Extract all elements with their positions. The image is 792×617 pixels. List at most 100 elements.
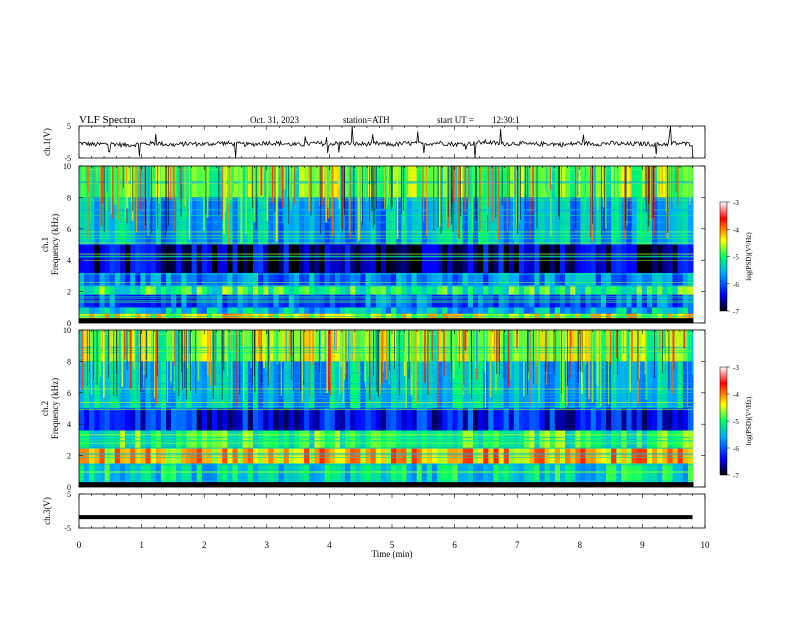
- spectrogram-cell: [426, 361, 433, 409]
- spectrogram-cell: [503, 313, 510, 319]
- spectrogram-cell: [186, 307, 192, 314]
- spectrogram-cell: [196, 272, 203, 286]
- spectrogram-cell: [411, 272, 418, 286]
- spectrogram-cell: [652, 313, 658, 319]
- spectrogram-cell: [171, 272, 177, 286]
- spectrogram-cell: [94, 408, 100, 431]
- spectrogram-cell: [140, 285, 146, 295]
- spectrogram-cell: [447, 307, 453, 314]
- spectrogram-cell: [171, 244, 177, 273]
- spectrogram-cell: [253, 430, 259, 448]
- spectrogram-cell: [508, 285, 515, 295]
- spectrogram-cell: [119, 313, 126, 319]
- spectrogram-cell: [513, 244, 520, 273]
- spectrogram-cell: [616, 408, 622, 431]
- spectrogram-cell: [657, 313, 663, 319]
- spectrogram-cell: [314, 408, 320, 431]
- spectrogram-cell: [268, 285, 274, 295]
- spectrogram-cell: [99, 307, 106, 314]
- spectrogram-cell: [432, 430, 438, 448]
- spectrogram-cell: [539, 285, 546, 295]
- spectrogram-cell: [217, 330, 223, 362]
- spectrogram-cell: [150, 313, 157, 319]
- spectrogram-cell: [606, 244, 612, 273]
- spectrogram-cell: [293, 197, 300, 245]
- spectrogram-cell: [534, 430, 540, 448]
- spectrogram-cell: [677, 272, 684, 286]
- spectrogram-cell: [237, 244, 244, 273]
- spectrogram-cell: [631, 244, 638, 273]
- spectrogram-cell: [396, 313, 402, 319]
- spectrogram-cell: [600, 430, 607, 448]
- spectrogram-cell: [483, 272, 489, 286]
- spectrogram-cell: [109, 447, 116, 464]
- colorbar-scale: [719, 366, 728, 476]
- spectrogram-cell: [529, 244, 535, 273]
- spectrogram-cell: [370, 361, 377, 409]
- spectrogram-cell: [283, 313, 290, 319]
- spectrogram-cell: [549, 408, 556, 431]
- spectrogram-cell: [247, 272, 254, 286]
- spectrogram-cell: [600, 285, 607, 295]
- spectrogram-cell: [145, 272, 152, 286]
- spectrogram-cell: [595, 285, 602, 295]
- spectrogram-cell: [181, 197, 187, 245]
- spectrogram-cell: [79, 430, 85, 448]
- spectrogram-cell: [283, 197, 290, 245]
- spectrogram-cell: [570, 361, 576, 409]
- spectrogram-cell: [299, 408, 305, 431]
- spectrogram-cell: [160, 244, 167, 273]
- spectrogram-cell: [524, 244, 530, 273]
- spectrogram-cell: [176, 244, 182, 273]
- spectrogram-cell: [641, 313, 648, 319]
- spectrogram-cell: [309, 447, 315, 464]
- spectrogram-cell: [191, 313, 198, 319]
- spectrogram-cell: [621, 285, 627, 295]
- spectrogram-cell: [580, 430, 586, 448]
- spectrogram-cell: [166, 285, 172, 295]
- spectrogram-cell: [570, 313, 576, 319]
- spectrogram-cell: [447, 430, 453, 448]
- spectrogram-cell: [590, 307, 597, 314]
- spectrogram-cell: [672, 361, 679, 409]
- spectrogram-cell: [232, 244, 239, 273]
- spectrogram-cell: [590, 430, 597, 448]
- spectrogram-cell: [467, 408, 474, 431]
- spectrogram-cell: [329, 307, 336, 314]
- spectrogram-cell: [171, 408, 177, 431]
- spectrogram-cell: [467, 272, 474, 286]
- spectrogram-cell: [360, 447, 366, 464]
- spectrogram-cell: [166, 408, 172, 431]
- spectrogram-cell: [570, 285, 576, 295]
- spectrogram-cell: [206, 244, 213, 273]
- spectrogram-cell: [150, 272, 157, 286]
- spectrogram-cell: [130, 244, 136, 273]
- spectrogram-cell: [621, 313, 627, 319]
- spectrogram-cell: [524, 361, 530, 409]
- y-tick-label: 2: [67, 288, 71, 297]
- spectrogram-cell: [478, 285, 484, 295]
- spectrogram-cell: [457, 197, 464, 245]
- spectrogram-cell: [519, 307, 525, 314]
- spectrogram-cell: [258, 197, 264, 245]
- spectrogram-cell: [595, 430, 602, 448]
- spectrogram-cell: [406, 307, 413, 314]
- spectrogram-cell: [232, 307, 239, 314]
- spectrogram-cell: [186, 430, 192, 448]
- spectrogram-cell: [503, 285, 510, 295]
- spectrogram-cell: [488, 447, 494, 464]
- spectrogram-cell: [283, 430, 290, 448]
- spectrogram-cell: [565, 447, 571, 464]
- spectrogram-cell: [667, 197, 673, 245]
- spectrogram-cell: [206, 307, 213, 314]
- spectrogram-cell: [263, 285, 269, 295]
- spectrogram-cell: [365, 272, 372, 286]
- spectrogram-cell: [181, 361, 187, 409]
- spectrogram-cell: [447, 408, 453, 431]
- spectrogram-cell: [232, 430, 239, 448]
- spectrogram-cell: [345, 197, 351, 245]
- spectrogram-cell: [319, 430, 326, 448]
- y-tick-label: 5: [67, 490, 71, 499]
- spectrogram-cell: [473, 408, 479, 431]
- spectrogram-cell: [539, 307, 546, 314]
